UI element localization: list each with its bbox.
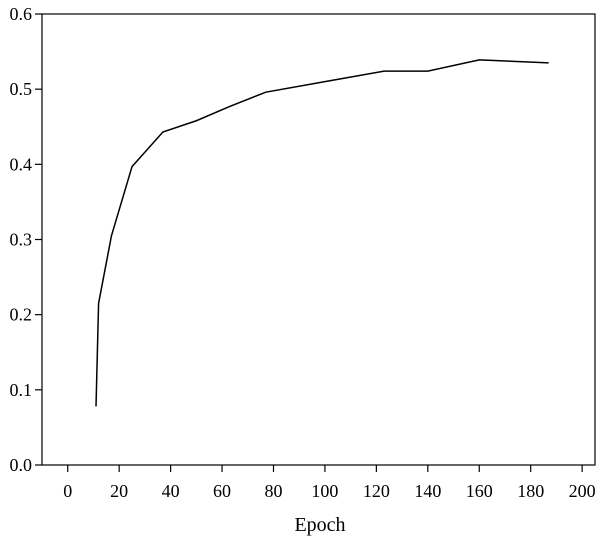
series-line — [95, 59, 549, 407]
x-tick-label: 200 — [569, 481, 596, 501]
y-axis-ticks: 0.0 0.1 0.2 0.3 0.4 0.5 0.6 — [10, 4, 42, 475]
x-tick-label: 60 — [213, 481, 231, 501]
y-tick-label: 0.5 — [10, 79, 33, 99]
y-tick-label: 0.1 — [10, 380, 33, 400]
x-axis-title: Epoch — [294, 514, 345, 536]
plot-frame — [41, 13, 596, 466]
y-tick-label: 0.6 — [10, 4, 33, 24]
x-tick-label: 80 — [264, 481, 282, 501]
x-tick-label: 40 — [162, 481, 180, 501]
x-tick-label: 0 — [63, 481, 72, 501]
x-tick-label: 180 — [517, 481, 544, 501]
x-tick-label: 160 — [466, 481, 493, 501]
x-tick-label: 120 — [363, 481, 390, 501]
y-tick-label: 0.0 — [10, 455, 33, 475]
x-tick-label: 140 — [414, 481, 441, 501]
x-tick-label: 20 — [110, 481, 128, 501]
y-tick-label: 0.4 — [10, 154, 33, 174]
x-axis-ticks: 0 20 40 60 80 100 120 140 160 180 200 — [63, 465, 596, 501]
y-tick-label: 0.2 — [10, 305, 33, 325]
series-layer — [95, 59, 549, 407]
y-tick-label: 0.3 — [10, 230, 33, 250]
x-tick-label: 100 — [311, 481, 338, 501]
